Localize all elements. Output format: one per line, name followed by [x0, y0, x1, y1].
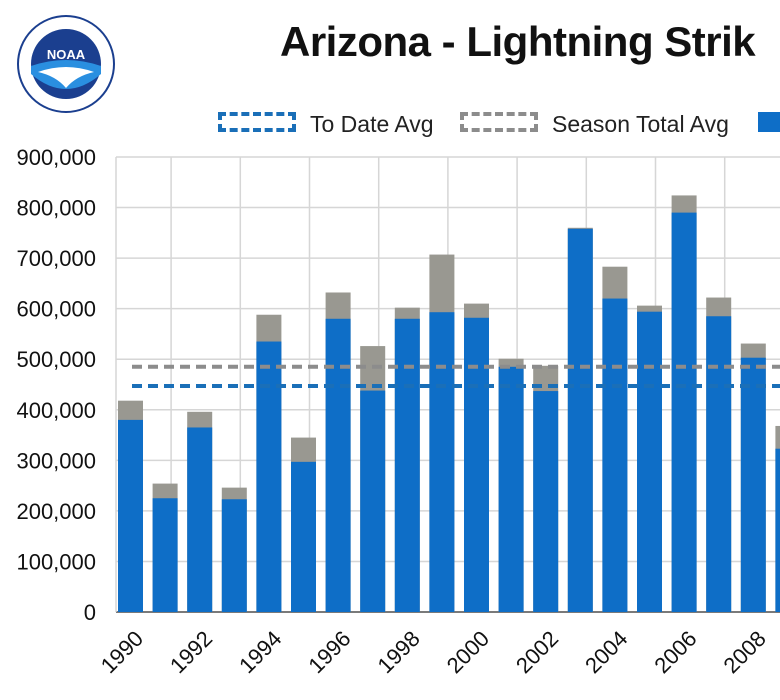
logo-text: NOAA	[47, 47, 86, 62]
x-tick-label: 1992	[165, 626, 217, 678]
legend-label-to-date-avg: To Date Avg	[310, 111, 434, 137]
bar-to-date[interactable]	[533, 391, 559, 612]
bar-to-date[interactable]	[429, 312, 455, 612]
bar-to-date[interactable]	[775, 448, 780, 612]
bar-to-date[interactable]	[325, 318, 351, 612]
bar-to-date[interactable]	[256, 341, 282, 612]
legend-swatch-season-total-avg	[460, 112, 538, 132]
x-tick-label: 2008	[719, 626, 771, 678]
x-tick-label: 1994	[234, 626, 286, 678]
y-tick-label: 100,000	[16, 549, 96, 574]
bar-to-date[interactable]	[394, 318, 420, 612]
bar-to-date[interactable]	[671, 212, 697, 612]
y-tick-label: 200,000	[16, 499, 96, 524]
y-tick-label: 700,000	[16, 246, 96, 271]
y-tick-label: 300,000	[16, 448, 96, 473]
y-tick-label: 500,000	[16, 347, 96, 372]
legend-swatch-strikes	[758, 112, 780, 132]
bar-to-date[interactable]	[637, 311, 662, 612]
bar-to-date[interactable]	[118, 419, 143, 612]
bar-to-date[interactable]	[187, 427, 213, 612]
x-tick-label: 1998	[373, 626, 425, 678]
bar-to-date[interactable]	[464, 317, 489, 612]
bar-to-date[interactable]	[740, 357, 766, 612]
legend-label-season-total-avg: Season Total Avg	[552, 111, 729, 137]
bar-to-date[interactable]	[567, 228, 593, 613]
bar-to-date[interactable]	[360, 390, 386, 612]
y-tick-label: 400,000	[16, 398, 96, 423]
bar-to-date[interactable]	[498, 366, 524, 612]
y-tick-label: 0	[84, 600, 96, 625]
x-tick-label: 1990	[96, 626, 148, 678]
y-tick-label: 600,000	[16, 297, 96, 322]
x-tick-label: 2002	[511, 626, 563, 678]
noaa-logo: NOAA	[17, 15, 115, 113]
bar-to-date[interactable]	[152, 498, 178, 612]
x-tick-label: 2006	[649, 626, 701, 678]
bar-to-date[interactable]	[291, 461, 316, 612]
bar-to-date[interactable]	[602, 298, 628, 612]
bar-to-date[interactable]	[221, 499, 247, 612]
y-tick-label: 800,000	[16, 196, 96, 221]
bar-to-date[interactable]	[706, 316, 732, 612]
y-tick-label: 900,000	[16, 145, 96, 170]
x-tick-label: 2000	[442, 626, 494, 678]
page-title: Arizona - Lightning Strik	[280, 18, 756, 65]
x-tick-label: 1996	[303, 626, 355, 678]
x-tick-label: 2004	[580, 626, 632, 678]
legend-swatch-to-date-avg	[218, 112, 296, 132]
